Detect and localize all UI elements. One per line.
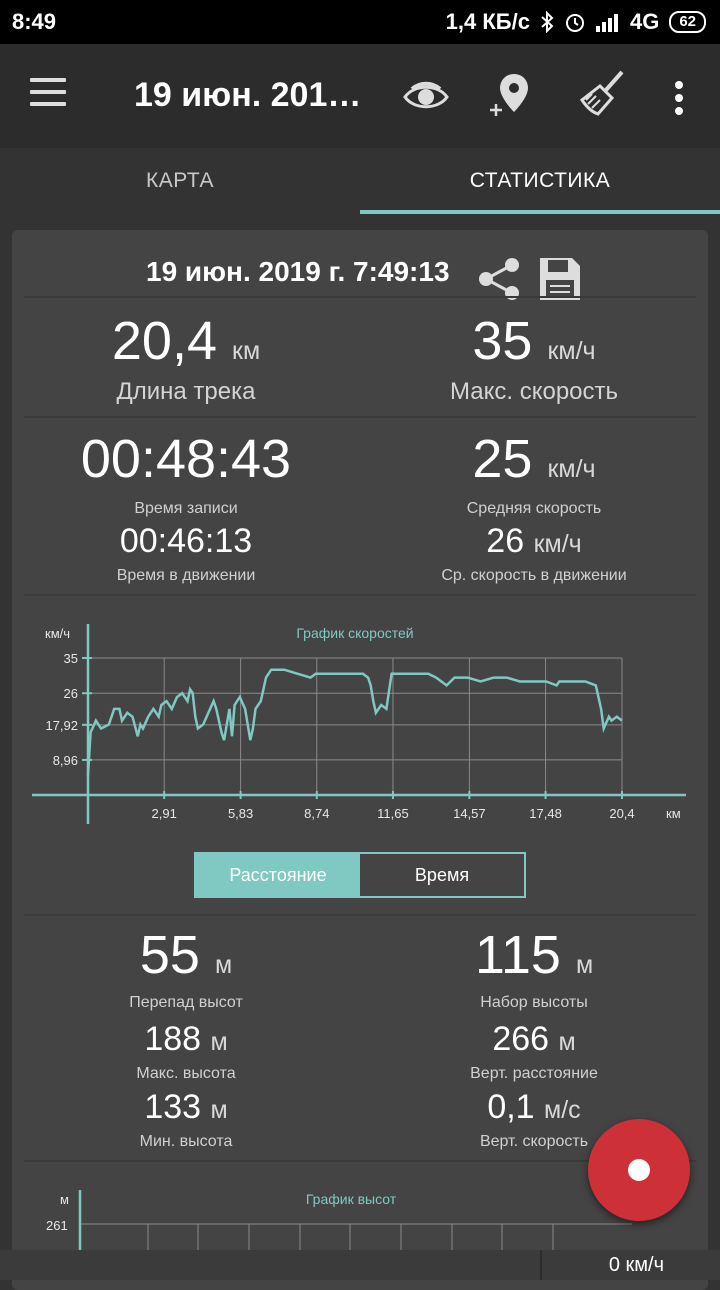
card-header: 19 июн. 2019 г. 7:49:13 — [12, 248, 708, 300]
min-elevation-value: 133 м — [144, 1088, 228, 1126]
avg-moving-speed-value: 26 км/ч — [486, 522, 582, 560]
track-length-stat: 20,4 км Длина трека — [12, 310, 360, 406]
distance-time-toggle: Расстояние Время — [194, 852, 526, 898]
max-speed-stat: 35 км/ч Макс. скорость — [360, 310, 708, 406]
battery-indicator: 62 — [669, 11, 706, 33]
x-tick-label: 2,91 — [152, 806, 177, 821]
status-icons: 1,4 КБ/с 4G 62 — [446, 9, 706, 35]
vert-speed-label: Верт. скорость — [479, 1133, 589, 1150]
record-time-stat: 00:48:43 Время записи — [12, 428, 360, 518]
elevation-gain-stat: 115 м Набор высоты — [360, 924, 708, 1012]
max-elevation-stat: 188 м Макс. высота — [12, 1020, 360, 1083]
y-axis-unit: км/ч — [45, 626, 70, 641]
track-length-value: 20,4 км — [111, 311, 261, 371]
elevation-chart: График высот м 261 — [46, 1190, 632, 1260]
avg-moving-speed-stat: 26 км/ч Ср. скорость в движении — [360, 522, 708, 585]
track-length-label: Длина трека — [116, 378, 256, 405]
elevation-gain-label: Набор высоты — [480, 994, 588, 1011]
divider — [24, 914, 696, 916]
speed-chart: График скоростей км/ч км 8,96 17,92 26 35 2… — [32, 624, 686, 824]
alarm-icon — [565, 14, 584, 32]
tab-indicator — [360, 210, 720, 214]
avg-moving-speed-label: Ср. скорость в движении — [441, 567, 627, 584]
elevation-y-tick: 261 — [46, 1218, 68, 1233]
toggle-time[interactable]: Время — [414, 865, 470, 885]
app-bar: 19 июн. 201… — [0, 44, 720, 148]
vert-distance-value: 266 м — [492, 1020, 576, 1058]
add-location-icon[interactable] — [488, 72, 532, 122]
elevation-gain-value: 115 м — [474, 925, 594, 985]
signal-icon — [595, 14, 618, 32]
toggle-distance[interactable]: Расстояние — [196, 854, 360, 896]
status-bar: 8:49 1,4 КБ/с 4G 62 — [0, 0, 720, 44]
record-time-label: Время записи — [134, 500, 238, 517]
record-icon — [628, 1159, 650, 1181]
bottom-separator — [540, 1250, 542, 1280]
y-tick-label: 8,96 — [53, 753, 78, 768]
network-type: 4G — [629, 9, 660, 34]
x-tick-label: 17,48 — [529, 806, 562, 821]
divider — [24, 594, 696, 596]
avg-speed-label: Средняя скорость — [466, 500, 602, 517]
broom-icon[interactable] — [578, 70, 626, 118]
speed-series-line — [86, 668, 623, 776]
x-tick-label: 8,74 — [304, 806, 329, 821]
bottom-status-bar: 0 км/ч — [0, 1250, 720, 1280]
elevation-y-unit: м — [60, 1192, 69, 1207]
vert-distance-stat: 266 м Верт. расстояние — [360, 1020, 708, 1083]
max-elevation-label: Макс. высота — [136, 1065, 236, 1082]
y-tick-label: 35 — [64, 651, 78, 666]
elevation-drop-stat: 55 м Перепад высот — [12, 924, 360, 1012]
bluetooth-icon — [541, 11, 554, 33]
divider — [24, 296, 696, 298]
tab-map[interactable]: КАРТА — [146, 169, 214, 192]
menu-icon[interactable] — [30, 78, 70, 112]
record-button[interactable] — [588, 1119, 690, 1221]
more-vert-icon[interactable] — [672, 80, 686, 116]
eye-icon[interactable] — [402, 80, 450, 114]
save-icon[interactable] — [538, 256, 582, 302]
status-time: 8:49 — [12, 9, 57, 34]
x-tick-label: 11,65 — [377, 806, 409, 821]
tab-statistics[interactable]: СТАТИСТИКА — [469, 169, 611, 192]
vert-speed-value: 0,1 м/с — [487, 1088, 581, 1126]
vert-distance-label: Верт. расстояние — [470, 1065, 598, 1082]
tab-bar: КАРТА СТАТИСТИКА — [0, 148, 720, 214]
network-speed: 1,4 КБ/с — [445, 9, 530, 34]
divider — [24, 1160, 696, 1162]
track-datetime: 19 июн. 2019 г. 7:49:13 — [146, 256, 450, 287]
vert-speed-stat: 0,1 м/с Верт. скорость — [360, 1088, 708, 1151]
avg-speed-stat: 25 км/ч Средняя скорость — [360, 428, 708, 518]
elevation-drop-value: 55 м — [139, 925, 233, 985]
elevation-drop-label: Перепад высот — [129, 994, 243, 1011]
record-time-value: 00:48:43 — [80, 429, 292, 489]
moving-time-label: Время в движении — [116, 567, 256, 584]
page-title: 19 июн. 201… — [134, 76, 362, 114]
current-speed: 0 км/ч — [608, 1254, 664, 1276]
x-axis-unit: км — [666, 806, 681, 821]
max-elevation-value: 188 м — [144, 1020, 228, 1058]
x-tick-label: 5,83 — [228, 806, 253, 821]
moving-time-stat: 00:46:13 Время в движении — [12, 522, 360, 585]
statistics-card: 19 июн. 2019 г. 7:49:13 20,4 км Длина тр… — [12, 230, 708, 1290]
elevation-chart-title: График высот — [306, 1191, 397, 1207]
divider — [24, 416, 696, 418]
moving-time-value: 00:46:13 — [119, 522, 253, 560]
min-elevation-label: Мин. высота — [139, 1133, 233, 1150]
max-speed-label: Макс. скорость — [449, 378, 619, 405]
avg-speed-value: 25 км/ч — [472, 429, 596, 489]
x-tick-label: 14,57 — [453, 806, 486, 821]
max-speed-value: 35 км/ч — [472, 311, 596, 371]
y-tick-label: 26 — [64, 686, 78, 701]
x-tick-label: 20,4 — [609, 806, 634, 821]
min-elevation-stat: 133 м Мин. высота — [12, 1088, 360, 1151]
chart-title: График скоростей — [296, 625, 413, 641]
y-tick-label: 17,92 — [45, 718, 78, 733]
